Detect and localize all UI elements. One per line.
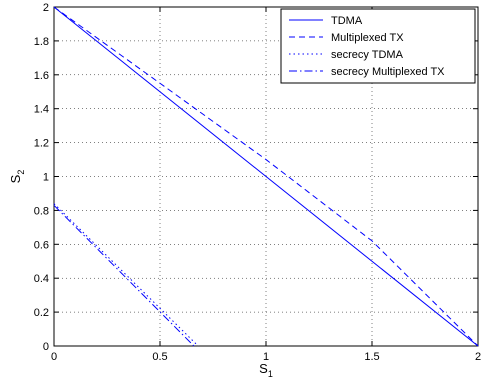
- y-tick-label: 0.2: [34, 307, 49, 319]
- x-tick-label: 2: [475, 351, 481, 363]
- x-tick-label: 1: [263, 351, 269, 363]
- legend-label-2: secrecy TDMA: [331, 49, 404, 61]
- ticks: 0 0.5 1 1.5 2 0 0.2 0.4 0.6 0.8 1 1.2 1.4 1.6 1.8 2: [34, 2, 481, 363]
- legend-label-0: TDMA: [331, 15, 363, 27]
- y-tick-label: 1: [43, 172, 49, 184]
- legend-label-1: Multiplexed TX: [331, 32, 404, 44]
- legend-label-3: secrecy Multiplexed TX: [331, 66, 445, 78]
- y-tick-label: 1.4: [34, 104, 49, 116]
- series-line-1: [53, 6, 479, 347]
- x-axis-label: S1: [259, 361, 273, 379]
- y-tick-label: 0.8: [34, 205, 49, 217]
- legend-box: [280, 8, 476, 84]
- y-tick-label: 0.6: [34, 239, 49, 251]
- y-tick-label: 0: [43, 341, 49, 353]
- y-axis-label: S2: [8, 170, 26, 184]
- y-tick-label: 1.8: [34, 36, 49, 48]
- series-line-3: [53, 204, 195, 347]
- x-tick-label: 1.5: [364, 351, 379, 363]
- x-tick-label: 0: [51, 351, 57, 363]
- series-group: [53, 6, 479, 347]
- legend: TDMA Multiplexed TX secrecy TDMA secrecy Mu…: [280, 8, 476, 84]
- x-tick-label: 0.5: [152, 351, 167, 363]
- y-tick-label: 2: [43, 2, 49, 14]
- y-tick-label: 1.6: [34, 70, 49, 82]
- series-line-0: [53, 6, 479, 347]
- series-line-2: [53, 203, 199, 347]
- y-tick-label: 0.4: [34, 273, 49, 285]
- y-tick-label: 1.2: [34, 138, 49, 150]
